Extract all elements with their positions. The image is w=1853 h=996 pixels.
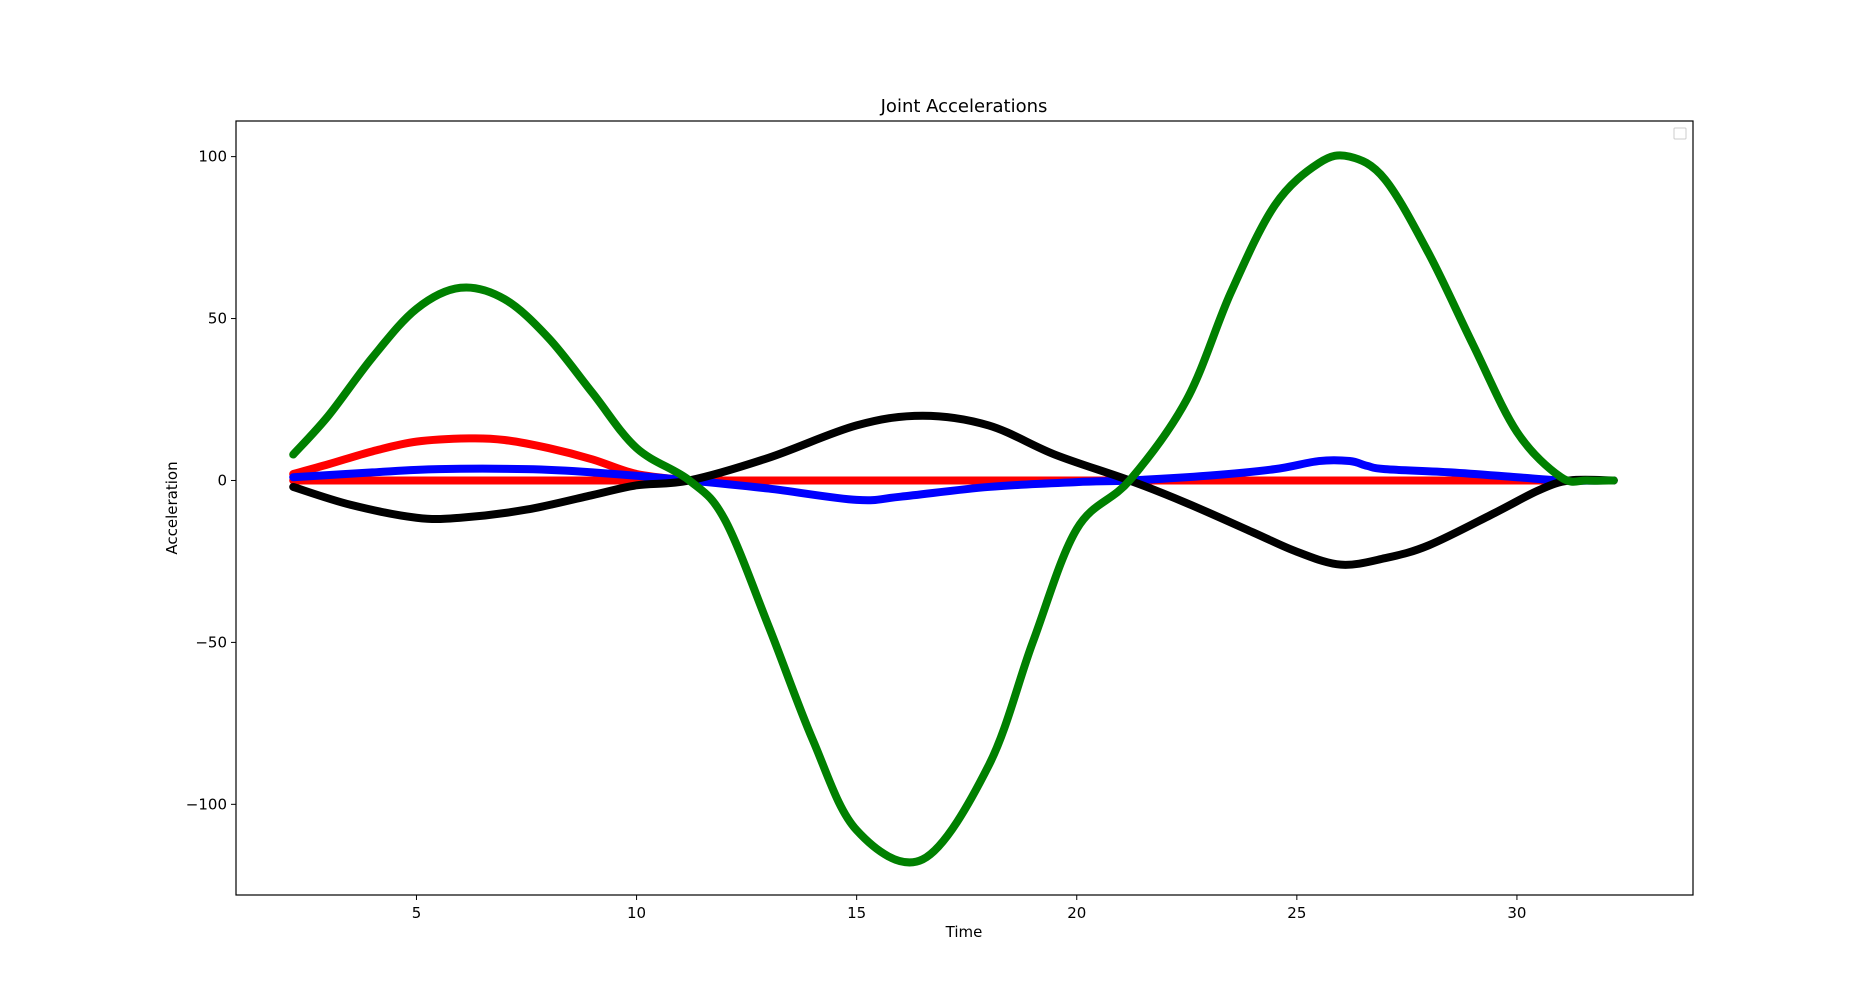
y-tick-label: 0 bbox=[217, 471, 227, 489]
x-axis-ticks: 5 10 15 20 25 30 bbox=[412, 895, 1526, 922]
x-tick-label: 5 bbox=[412, 904, 422, 922]
x-tick-label: 25 bbox=[1287, 904, 1306, 922]
series-line-4 bbox=[289, 411, 1618, 569]
series-line-5 bbox=[289, 151, 1618, 867]
x-tick-label: 15 bbox=[847, 904, 866, 922]
plot-frame bbox=[235, 120, 1694, 896]
y-tick-label: −50 bbox=[195, 633, 227, 651]
y-tick-label: 50 bbox=[208, 310, 227, 328]
series-line-3 bbox=[289, 456, 1618, 505]
x-tick-label: 20 bbox=[1067, 904, 1086, 922]
plot-area bbox=[236, 121, 1693, 895]
series-layer bbox=[289, 151, 1618, 867]
x-axis-label: Time bbox=[945, 923, 983, 941]
x-tick-label: 30 bbox=[1507, 904, 1526, 922]
chart-title: Joint Accelerations bbox=[880, 96, 1048, 117]
legend-box[interactable] bbox=[1673, 127, 1687, 140]
y-axis-label: Acceleration bbox=[163, 461, 181, 554]
x-tick-label: 10 bbox=[627, 904, 646, 922]
series-line-1 bbox=[289, 434, 694, 485]
y-axis-ticks: −100 −50 0 50 100 bbox=[186, 148, 236, 813]
y-tick-label: −100 bbox=[186, 795, 227, 813]
y-tick-label: 100 bbox=[198, 148, 227, 166]
